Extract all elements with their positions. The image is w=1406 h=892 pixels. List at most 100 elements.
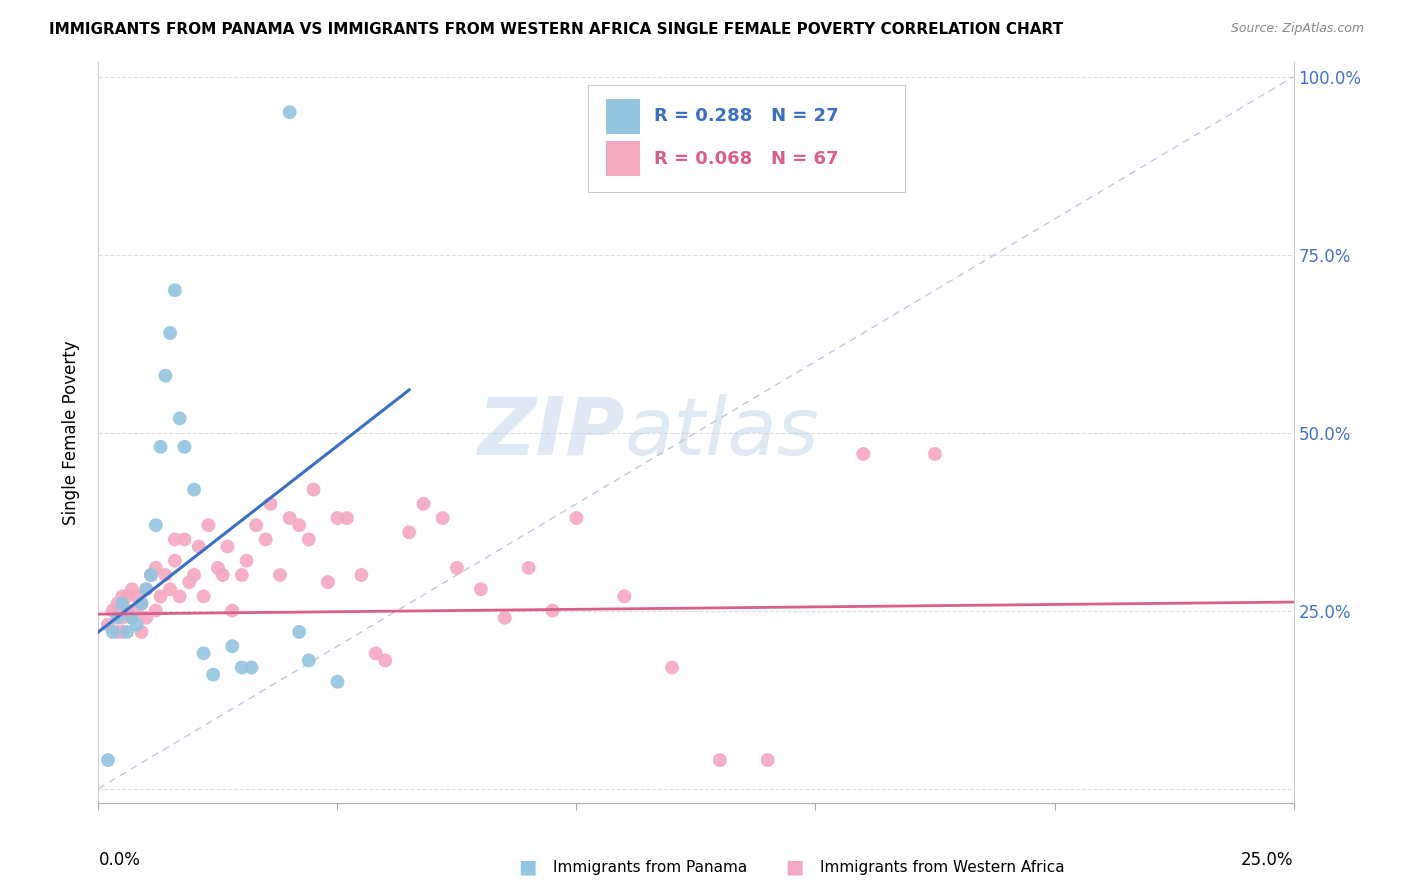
Point	[231, 568, 253, 582]
Text: 25.0%: 25.0%	[1241, 851, 1294, 869]
Text: R = 0.288   N = 27: R = 0.288 N = 27	[654, 108, 839, 126]
Point	[107, 611, 129, 625]
Point	[709, 753, 731, 767]
Point	[131, 624, 153, 639]
Point	[470, 582, 492, 597]
Point	[288, 518, 311, 533]
Point	[398, 525, 420, 540]
Point	[163, 283, 186, 297]
Point	[115, 624, 138, 639]
Point	[183, 568, 205, 582]
Point	[494, 611, 516, 625]
Point	[139, 568, 162, 582]
Text: Source: ZipAtlas.com: Source: ZipAtlas.com	[1230, 22, 1364, 36]
Point	[197, 518, 219, 533]
Point	[193, 590, 215, 604]
Point	[121, 611, 143, 625]
Point	[221, 639, 243, 653]
Text: R = 0.068   N = 67: R = 0.068 N = 67	[654, 150, 838, 168]
Point	[155, 568, 177, 582]
Point	[364, 646, 387, 660]
Point	[193, 646, 215, 660]
Text: ■: ■	[785, 857, 804, 877]
Bar	[606, 141, 640, 177]
Point	[101, 604, 124, 618]
Point	[517, 561, 540, 575]
Point	[149, 440, 172, 454]
Point	[139, 568, 162, 582]
Text: atlas: atlas	[624, 393, 820, 472]
Text: 0.0%: 0.0%	[98, 851, 141, 869]
Point	[278, 511, 301, 525]
Point	[131, 597, 153, 611]
Point	[202, 667, 225, 681]
Point	[288, 624, 311, 639]
Point	[235, 554, 257, 568]
Point	[169, 590, 191, 604]
Point	[111, 590, 134, 604]
Point	[125, 617, 148, 632]
Point	[97, 617, 120, 632]
Point	[155, 368, 177, 383]
Point	[278, 105, 301, 120]
Point	[173, 440, 195, 454]
Point	[169, 411, 191, 425]
Point	[350, 568, 373, 582]
Point	[121, 611, 143, 625]
Point	[245, 518, 267, 533]
Point	[221, 604, 243, 618]
Point	[159, 582, 181, 597]
Point	[446, 561, 468, 575]
Point	[298, 653, 321, 667]
Point	[412, 497, 434, 511]
Point	[336, 511, 359, 525]
Point	[131, 597, 153, 611]
Point	[298, 533, 321, 547]
Point	[121, 582, 143, 597]
Point	[111, 597, 134, 611]
Point	[217, 540, 239, 554]
Point	[107, 597, 129, 611]
Point	[187, 540, 209, 554]
Bar	[606, 99, 640, 135]
Point	[240, 660, 263, 674]
Point	[661, 660, 683, 674]
Y-axis label: Single Female Poverty: Single Female Poverty	[62, 341, 80, 524]
Point	[163, 533, 186, 547]
Point	[541, 604, 564, 618]
Text: ■: ■	[517, 857, 537, 877]
Point	[135, 582, 157, 597]
Point	[756, 753, 779, 767]
Point	[432, 511, 454, 525]
Point	[924, 447, 946, 461]
Point	[374, 653, 396, 667]
Point	[269, 568, 291, 582]
Point	[173, 533, 195, 547]
Point	[179, 575, 201, 590]
FancyBboxPatch shape	[589, 85, 905, 192]
Text: ZIP: ZIP	[477, 393, 624, 472]
Point	[231, 660, 253, 674]
Point	[326, 511, 349, 525]
Point	[115, 604, 138, 618]
Point	[613, 590, 636, 604]
Text: IMMIGRANTS FROM PANAMA VS IMMIGRANTS FROM WESTERN AFRICA SINGLE FEMALE POVERTY C: IMMIGRANTS FROM PANAMA VS IMMIGRANTS FRO…	[49, 22, 1063, 37]
Point	[107, 624, 129, 639]
Point	[149, 590, 172, 604]
Text: Immigrants from Western Africa: Immigrants from Western Africa	[820, 860, 1064, 874]
Point	[145, 518, 167, 533]
Point	[852, 447, 875, 461]
Point	[135, 582, 157, 597]
Point	[111, 624, 134, 639]
Point	[111, 611, 134, 625]
Point	[565, 511, 588, 525]
Point	[125, 604, 148, 618]
Point	[101, 624, 124, 639]
Point	[125, 590, 148, 604]
Point	[183, 483, 205, 497]
Point	[207, 561, 229, 575]
Point	[163, 554, 186, 568]
Point	[145, 604, 167, 618]
Point	[254, 533, 277, 547]
Point	[145, 561, 167, 575]
